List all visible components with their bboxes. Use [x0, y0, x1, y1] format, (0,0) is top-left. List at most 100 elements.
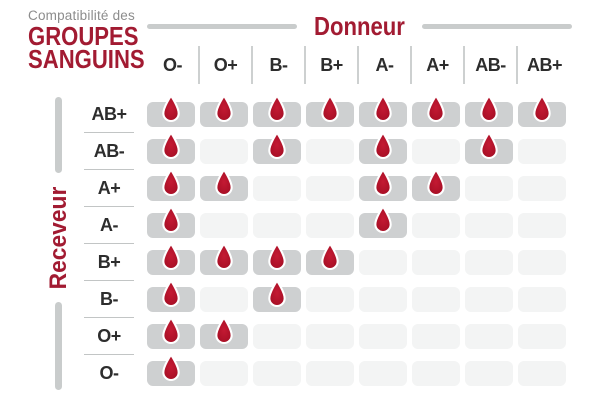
cell-B--from-B+ — [306, 287, 354, 312]
recipient-label-O-: O- — [99, 363, 120, 383]
recipient-label-A+: A+ — [97, 178, 121, 198]
cell-O--from-O- — [147, 353, 195, 386]
cell-A+-from-AB+ — [518, 176, 566, 201]
blood-drop-icon — [162, 279, 180, 307]
cell-B+-from-O- — [147, 242, 195, 275]
cell-O--from-AB- — [465, 361, 513, 386]
cell-O+-from-AB+ — [518, 324, 566, 349]
donor-header-B+: B+ — [306, 46, 359, 84]
row-separator — [84, 206, 134, 207]
blood-drop-icon — [162, 94, 180, 122]
donor-axis-label: Donneur — [314, 10, 405, 41]
blood-drop-icon — [374, 205, 392, 233]
blood-drop-icon — [215, 94, 233, 122]
donor-header-O-: O- — [147, 46, 200, 84]
cell-B--from-O- — [147, 279, 195, 312]
blood-drop-icon — [480, 131, 498, 159]
cell-B--from-B- — [253, 279, 301, 312]
recipient-label-O+: O+ — [97, 326, 121, 346]
cell-A--from-O+ — [200, 213, 248, 238]
cell-AB--from-A- — [359, 131, 407, 164]
donor-column-headers: O- O+ B- B+ A- A+ AB- AB+ — [147, 46, 571, 84]
blood-drop-icon — [215, 242, 233, 270]
recipient-label-AB+: AB+ — [91, 104, 127, 124]
cell-B--from-AB+ — [518, 287, 566, 312]
recipient-label-A-: A- — [100, 215, 119, 235]
cell-A+-from-B- — [253, 176, 301, 201]
donor-axis-right-bar — [421, 23, 573, 29]
cell-B--from-AB- — [465, 287, 513, 312]
cell-B+-from-A+ — [412, 250, 460, 275]
cell-O+-from-O+ — [200, 316, 248, 349]
row-separator — [84, 280, 134, 281]
blood-drop-icon — [162, 131, 180, 159]
blood-drop-icon — [533, 94, 551, 122]
cell-O+-from-B- — [253, 324, 301, 349]
blood-drop-icon — [321, 242, 339, 270]
blood-drop-icon — [215, 316, 233, 344]
recipient-axis-top-bar — [55, 97, 62, 173]
cell-O+-from-A- — [359, 324, 407, 349]
cell-AB--from-AB+ — [518, 139, 566, 164]
cell-AB+-from-B+ — [306, 94, 354, 127]
cell-O+-from-AB- — [465, 324, 513, 349]
cell-AB+-from-AB- — [465, 94, 513, 127]
row-separator — [84, 354, 134, 355]
cell-O+-from-B+ — [306, 324, 354, 349]
cell-AB--from-B- — [253, 131, 301, 164]
donor-header-A-: A- — [359, 46, 412, 84]
cell-AB+-from-AB+ — [518, 94, 566, 127]
blood-drop-icon — [162, 353, 180, 381]
row-separator — [84, 132, 134, 133]
cell-A+-from-A- — [359, 168, 407, 201]
donor-header-B-: B- — [253, 46, 306, 84]
row-separator — [84, 243, 134, 244]
blood-drop-icon — [162, 168, 180, 196]
recipient-axis-bottom-bar — [55, 302, 62, 390]
recipient-label-AB-: AB- — [93, 141, 125, 161]
chart-subtitle: Compatibilité des — [28, 8, 135, 23]
cell-AB+-from-A+ — [412, 94, 460, 127]
cell-AB--from-B+ — [306, 139, 354, 164]
donor-axis-header: Donneur — [147, 10, 573, 41]
cell-B--from-O+ — [200, 287, 248, 312]
cell-B+-from-O+ — [200, 242, 248, 275]
cell-B+-from-AB+ — [518, 250, 566, 275]
blood-drop-icon — [374, 131, 392, 159]
blood-drop-icon — [427, 168, 445, 196]
cell-A+-from-B+ — [306, 176, 354, 201]
recipient-axis-label: Receveur — [45, 186, 72, 290]
donor-header-AB+: AB+ — [526, 55, 563, 75]
cell-B+-from-B- — [253, 242, 301, 275]
cell-B--from-A+ — [412, 287, 460, 312]
chart-title-line2: SANGUINS — [28, 44, 145, 74]
row-separator — [84, 317, 134, 318]
cell-A--from-A- — [359, 205, 407, 238]
recipient-label-B-: B- — [100, 289, 119, 309]
cell-O--from-B+ — [306, 361, 354, 386]
cell-AB--from-O+ — [200, 139, 248, 164]
cell-O--from-B- — [253, 361, 301, 386]
chart-title-line1: GROUPES — [28, 21, 139, 51]
chart-title: Compatibilité des GROUPES SANGUINS — [28, 8, 165, 74]
cell-AB+-from-B- — [253, 94, 301, 127]
cell-A--from-AB- — [465, 213, 513, 238]
cell-B+-from-B+ — [306, 242, 354, 275]
cell-O--from-AB+ — [518, 361, 566, 386]
blood-drop-icon — [374, 94, 392, 122]
cell-A--from-O- — [147, 205, 195, 238]
donor-header-A+: A+ — [412, 46, 465, 84]
donor-header-O+: O+ — [200, 46, 253, 84]
blood-drop-icon — [215, 168, 233, 196]
cell-AB--from-O- — [147, 131, 195, 164]
donor-header-AB-: AB- — [465, 46, 518, 84]
cell-O--from-O+ — [200, 361, 248, 386]
blood-drop-icon — [162, 242, 180, 270]
cell-AB+-from-O+ — [200, 94, 248, 127]
blood-drop-icon — [162, 316, 180, 344]
cell-AB+-from-A- — [359, 94, 407, 127]
recipient-row-labels: AB+ AB- A+ A- B+ B- O+ O- — [84, 102, 134, 386]
blood-drop-icon — [268, 94, 286, 122]
cell-O--from-A- — [359, 361, 407, 386]
